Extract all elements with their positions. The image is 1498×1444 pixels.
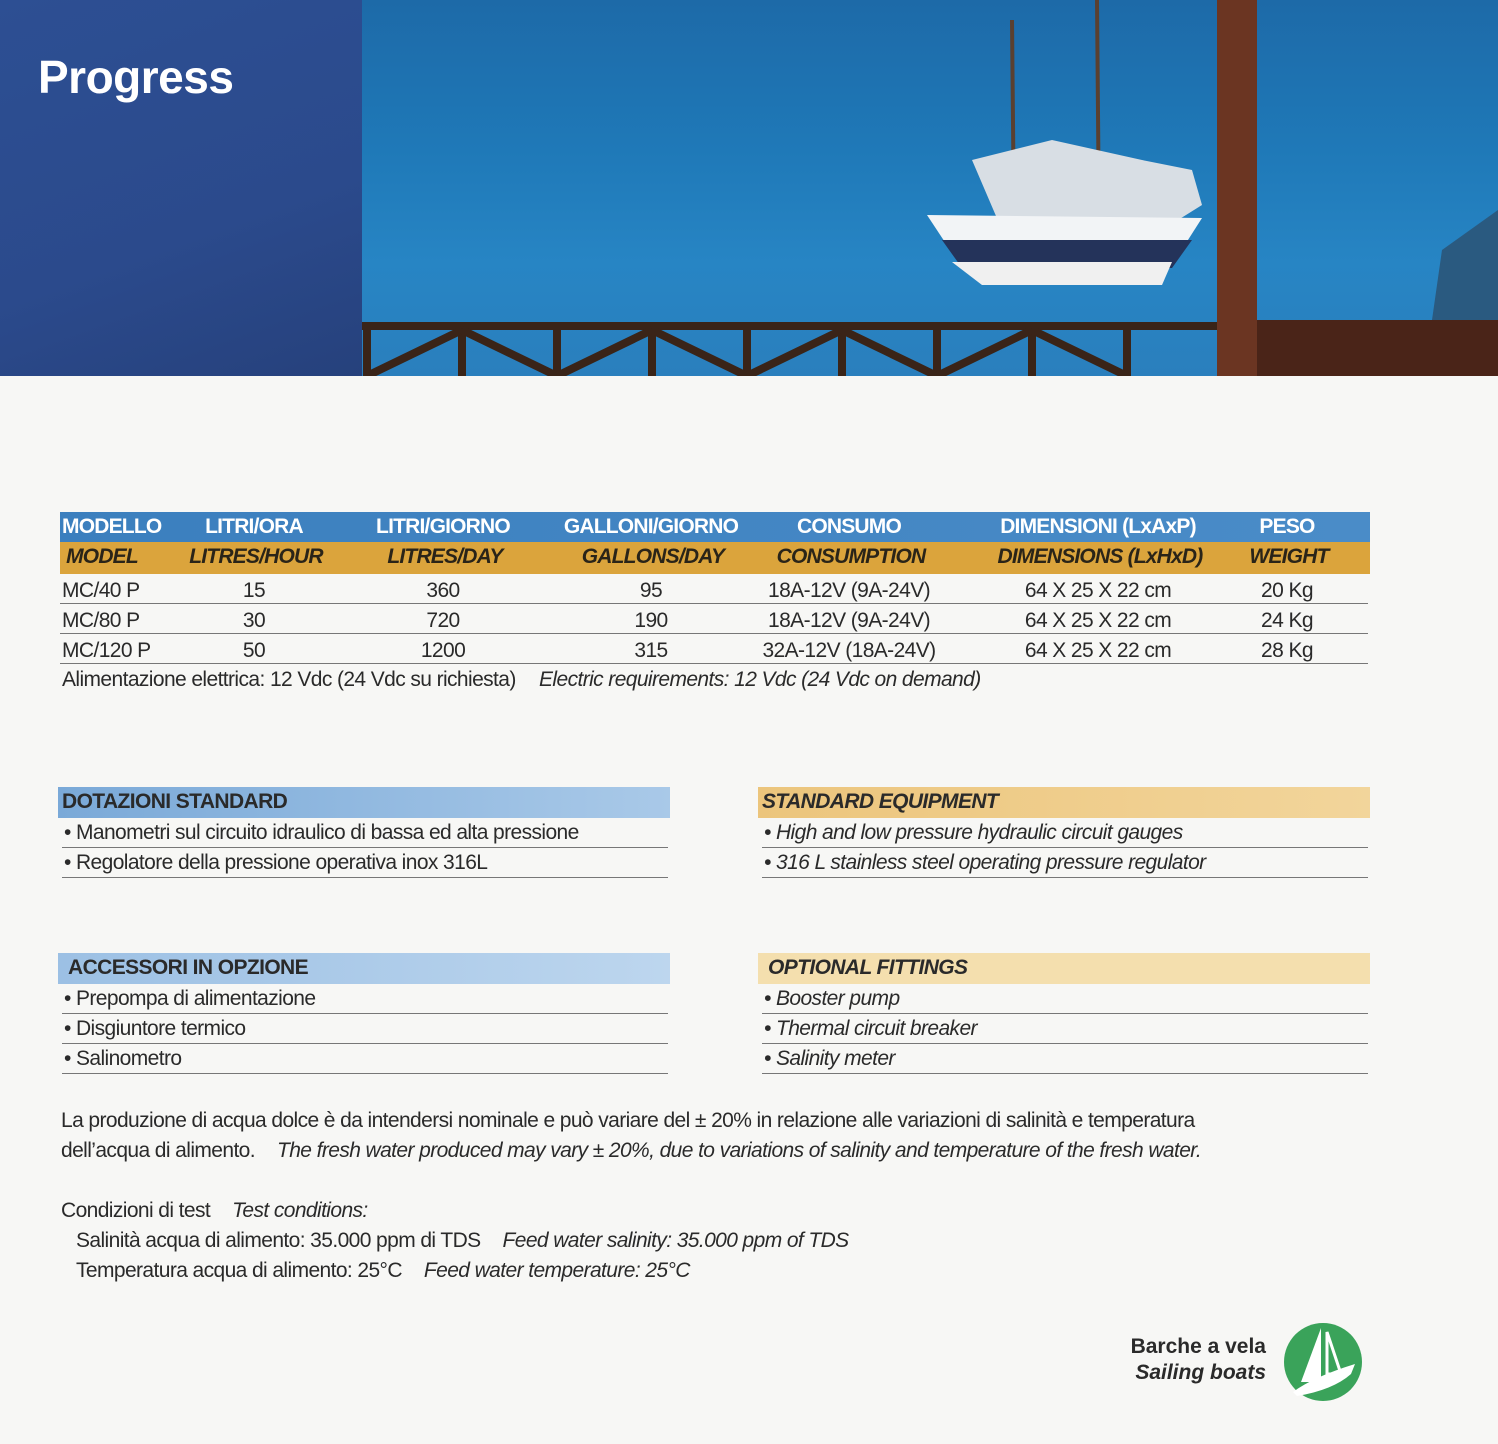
section-title: STANDARD EQUIPMENT — [758, 787, 1370, 818]
section-title: OPTIONAL FITTINGS — [758, 953, 1370, 984]
table-row: MC/80 P 30 720 190 18A-12V (9A-24V) 64 X 25 X… — [60, 604, 1368, 634]
col-header: LITRES/HOUR — [189, 545, 323, 568]
col-header: GALLONS/DAY — [581, 545, 725, 568]
col-header: DIMENSIONS (LxHxD) — [997, 545, 1204, 568]
sailboat-photo — [362, 0, 1498, 376]
section-title: DOTAZIONI STANDARD — [58, 787, 670, 818]
test-temperature: Temperatura acqua di alimento: 25°C Feed … — [76, 1259, 690, 1283]
table-cell: 30 — [242, 609, 266, 632]
list-item: • Thermal circuit breaker — [762, 1014, 1368, 1044]
electric-note: Alimentazione elettrica: 12 Vdc (24 Vdc … — [60, 664, 1370, 694]
salinity-it: Salinità acqua di alimento: 35.000 ppm d… — [76, 1229, 481, 1252]
col-header: DIMENSIONI (LxAxP) — [1000, 515, 1196, 538]
title-panel: Progress — [0, 0, 362, 376]
disclaimer-line-1: La produzione di acqua dolce è da intend… — [61, 1109, 1195, 1132]
salinity-en: Feed water salinity: 35.000 ppm of TDS — [502, 1229, 850, 1252]
list-item: • Disgiuntore termico — [62, 1014, 668, 1044]
category-it: Barche a vela — [1130, 1335, 1266, 1358]
table-cell: 24 Kg — [1261, 609, 1313, 632]
list-item: • High and low pressure hydraulic circui… — [762, 818, 1368, 848]
table-cell: 28 Kg — [1261, 639, 1313, 662]
temp-en: Feed water temperature: 25°C — [423, 1259, 691, 1282]
table-cell: 15 — [242, 579, 266, 602]
table-cell: 18A-12V (9A-24V) — [768, 609, 931, 632]
table-cell: 360 — [426, 579, 460, 602]
table-cell: 720 — [426, 609, 460, 632]
col-header: MODEL — [66, 545, 139, 568]
table-cell: 64 X 25 X 22 cm — [1024, 579, 1172, 602]
page-title: Progress — [38, 51, 234, 103]
table-cell: 315 — [634, 639, 668, 662]
test-label-en: Test conditions: — [232, 1199, 368, 1222]
col-header: WEIGHT — [1249, 545, 1329, 568]
table-header-english: MODEL LITRES/HOUR LITRES/DAY GALLONS/DAY… — [60, 542, 1370, 574]
table-cell: 20 Kg — [1261, 579, 1313, 602]
standard-equipment-it: DOTAZIONI STANDARD • Manometri sul circu… — [58, 787, 670, 878]
table-cell: 64 X 25 X 22 cm — [1024, 609, 1172, 632]
list-item: • Regolatore della pressione operativa i… — [62, 848, 668, 878]
table-cell: 95 — [639, 579, 663, 602]
col-header: PESO — [1259, 515, 1315, 538]
col-header: CONSUMPTION — [776, 545, 927, 568]
table-row: MC/120 P 50 1200 315 32A-12V (18A-24V) 64 X 2… — [60, 634, 1368, 664]
list-item: • Salinometro — [62, 1044, 668, 1074]
list-item: • Salinity meter — [762, 1044, 1368, 1074]
optional-fittings-it: ACCESSORI IN OPZIONE • Prepompa di alime… — [58, 953, 670, 1074]
col-header: LITRES/DAY — [387, 545, 503, 568]
category-label: Barche a vela Sailing boats — [1080, 1334, 1266, 1386]
test-conditions-label: Condizioni di test Test conditions: — [61, 1199, 368, 1223]
electric-note-en: Electric requirements: 12 Vdc (24 Vdc on… — [539, 668, 981, 691]
test-salinity: Salinità acqua di alimento: 35.000 ppm d… — [76, 1229, 849, 1253]
temp-it: Temperatura acqua di alimento: 25°C — [76, 1259, 403, 1282]
optional-fittings-en: OPTIONAL FITTINGS • Booster pump • Therm… — [758, 953, 1370, 1074]
table-cell: MC/120 P — [62, 639, 151, 662]
table-cell: 64 X 25 X 22 cm — [1024, 639, 1172, 662]
table-cell: MC/40 P — [62, 579, 140, 602]
disclaimer-en: The fresh water produced may vary ± 20%,… — [277, 1139, 1202, 1162]
disclaimer-it: dell’acqua di alimento. — [61, 1139, 256, 1162]
electric-note-it: Alimentazione elettrica: 12 Vdc (24 Vdc … — [62, 668, 516, 691]
list-item: • Prepompa di alimentazione — [62, 984, 668, 1014]
col-header: CONSUMO — [796, 515, 902, 538]
category-en: Sailing boats — [1135, 1361, 1266, 1384]
table-header-italian: MODELLO LITRI/ORA LITRI/GIORNO GALLONI/G… — [60, 512, 1370, 542]
sailboat-icon — [1284, 1323, 1362, 1401]
list-item: • 316 L stainless steel operating pressu… — [762, 848, 1368, 878]
standard-equipment-en: STANDARD EQUIPMENT • High and low pressu… — [758, 787, 1370, 878]
table-cell: 1200 — [420, 639, 466, 662]
col-header: GALLONI/GIORNO — [563, 515, 739, 538]
test-label-it: Condizioni di test — [61, 1199, 211, 1222]
hero-banner: Progress — [0, 0, 1498, 376]
col-header: LITRI/GIORNO — [376, 515, 511, 538]
col-header: MODELLO — [62, 515, 162, 538]
table-cell: 190 — [634, 609, 668, 632]
table-cell: 18A-12V (9A-24V) — [768, 579, 931, 602]
disclaimer-line-2: dell’acqua di alimento. The fresh water p… — [61, 1139, 1202, 1163]
table-cell: MC/80 P — [62, 609, 140, 632]
section-title: ACCESSORI IN OPZIONE — [58, 953, 670, 984]
table-row: MC/40 P 15 360 95 18A-12V (9A-24V) 64 X 25 X … — [60, 574, 1368, 604]
list-item: • Manometri sul circuito idraulico di ba… — [62, 818, 668, 848]
col-header: LITRI/ORA — [205, 515, 304, 538]
specs-table: MODELLO LITRI/ORA LITRI/GIORNO GALLONI/G… — [60, 512, 1370, 694]
table-cell: 32A-12V (18A-24V) — [762, 639, 936, 662]
list-item: • Booster pump — [762, 984, 1368, 1014]
table-cell: 50 — [242, 639, 266, 662]
